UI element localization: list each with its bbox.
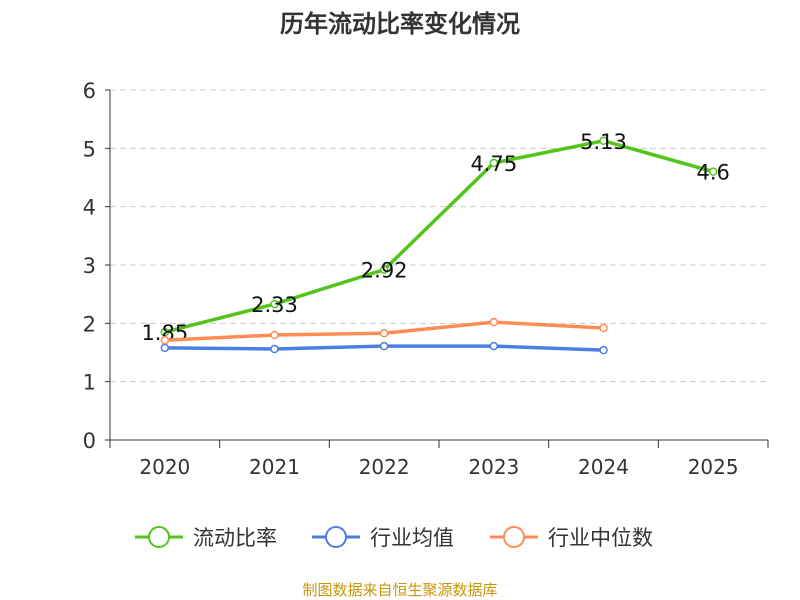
data-point — [160, 327, 170, 337]
legend-label: 行业均值 — [370, 526, 454, 550]
legend-marker — [503, 526, 525, 548]
data-point — [270, 344, 279, 354]
data-point — [160, 343, 170, 353]
data-point — [270, 330, 279, 340]
x-tick-label: 2022 — [359, 455, 410, 479]
data-point — [160, 336, 170, 345]
x-tick-label: 2023 — [468, 455, 519, 479]
data-point — [489, 341, 499, 351]
legend-marker — [148, 526, 170, 548]
x-tick-label: 2021 — [249, 455, 300, 479]
data-label: 4.75 — [470, 152, 517, 176]
data-point — [270, 299, 279, 309]
series-line — [164, 138, 714, 334]
y-tick-label: 5 — [83, 137, 96, 161]
x-tick-label: 2020 — [139, 455, 190, 479]
data-label: 2.92 — [361, 259, 408, 283]
y-tick-label: 3 — [83, 254, 96, 278]
data-point — [489, 158, 499, 168]
data-point — [379, 341, 389, 351]
chart-title: 历年流动比率变化情况 — [280, 10, 520, 38]
data-point — [599, 136, 608, 145]
y-tick-label: 1 — [83, 371, 96, 395]
y-tick-label: 0 — [83, 429, 96, 453]
x-tick-label: 2024 — [578, 455, 629, 479]
legend-label: 流动比率 — [193, 526, 277, 550]
y-tick-label: 2 — [83, 312, 96, 336]
data-point — [379, 329, 389, 338]
legend-item[interactable]: 流动比率 — [135, 526, 277, 550]
legend-item[interactable]: 行业均值 — [312, 526, 454, 550]
y-tick-label: 6 — [83, 79, 96, 103]
data-point — [489, 317, 499, 327]
data-label: 5.13 — [580, 130, 627, 154]
data-point — [599, 345, 608, 355]
y-tick-label: 4 — [83, 196, 96, 220]
legend-marker — [325, 526, 347, 548]
data-point — [708, 167, 718, 176]
x-tick-label: 2025 — [688, 455, 739, 479]
data-label: 4.6 — [696, 161, 729, 185]
data-label: 2.33 — [251, 293, 298, 317]
data-point — [599, 323, 608, 333]
legend-item[interactable]: 行业中位数 — [490, 526, 653, 550]
data-point — [379, 265, 389, 274]
source-footer: 制图数据来自恒生聚源数据库 — [302, 581, 497, 599]
legend-label: 行业中位数 — [548, 526, 653, 550]
